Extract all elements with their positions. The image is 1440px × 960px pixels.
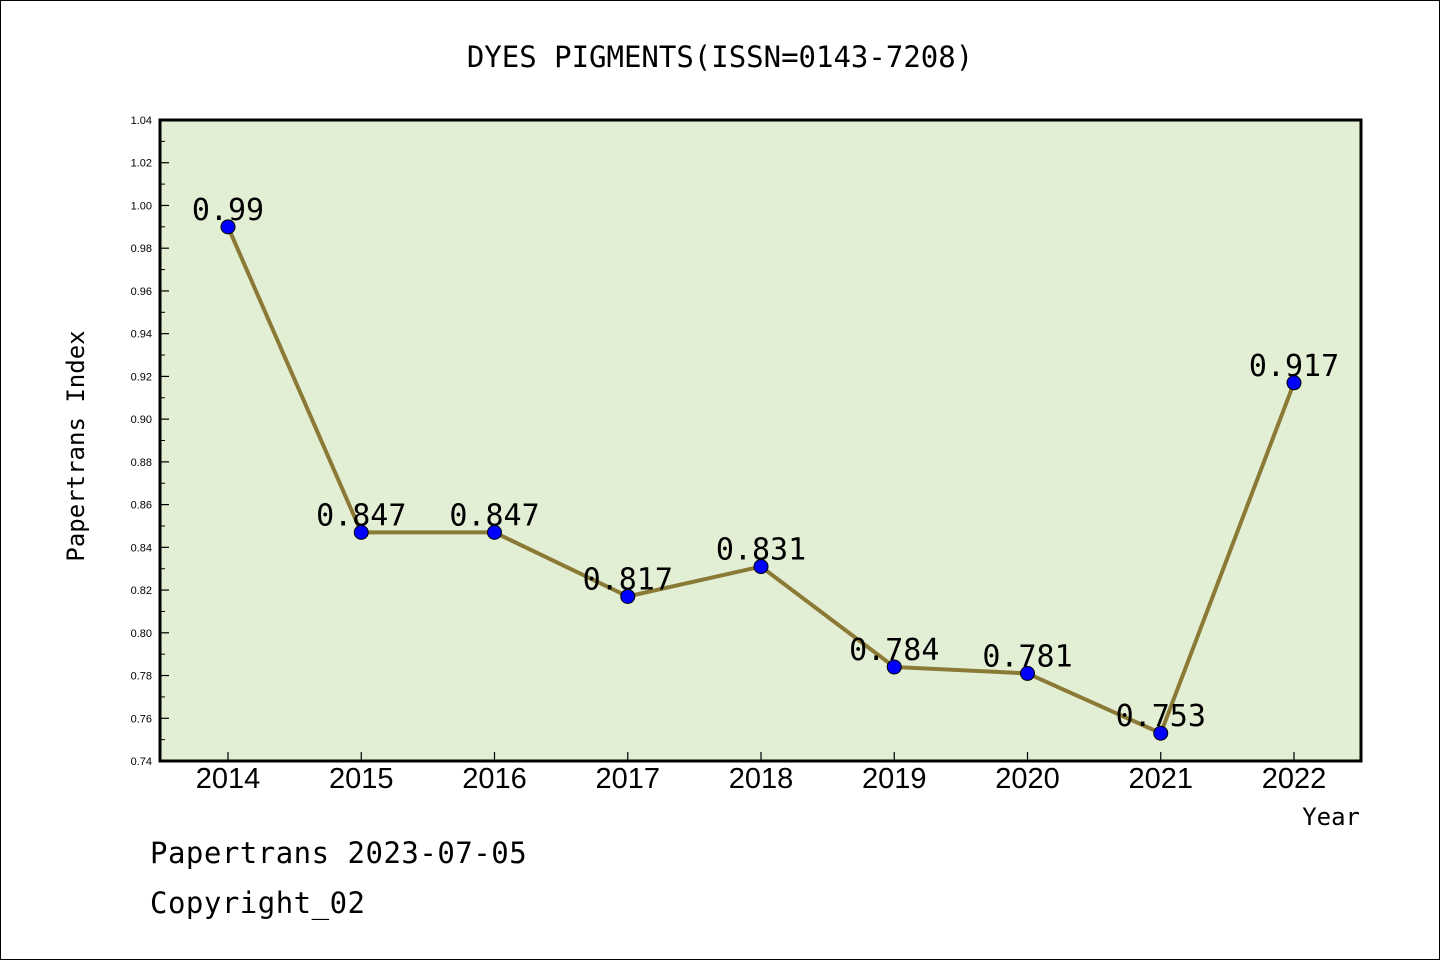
data-label: 0.781 xyxy=(982,639,1072,674)
y-tick-label: 0.94 xyxy=(131,329,152,341)
footer-copyright: Copyright_02 xyxy=(150,886,366,920)
y-tick-label: 0.76 xyxy=(131,713,152,725)
y-tick-label: 1.00 xyxy=(131,200,152,212)
data-point xyxy=(220,219,236,235)
data-point xyxy=(1153,725,1169,741)
chart-title: DYES PIGMENTS(ISSN=0143-7208) xyxy=(467,40,973,74)
data-point xyxy=(1286,375,1302,391)
data-label: 0.847 xyxy=(449,498,539,533)
y-tick-label: 0.80 xyxy=(131,628,152,640)
y-tick-label: 0.88 xyxy=(131,457,152,469)
y-tick-label: 0.98 xyxy=(131,243,152,255)
y-tick-label: 1.04 xyxy=(131,115,152,127)
data-point xyxy=(886,659,902,675)
y-tick-label: 0.92 xyxy=(131,371,152,383)
x-tick-label: 2020 xyxy=(995,763,1060,795)
y-tick-label: 0.90 xyxy=(131,414,152,426)
x-axis-title: Year xyxy=(1302,803,1360,831)
x-tick-label: 2016 xyxy=(462,763,527,795)
y-tick-label: 0.74 xyxy=(131,756,152,768)
data-label: 0.99 xyxy=(192,193,264,228)
y-tick-label: 1.02 xyxy=(131,158,152,170)
y-tick-label: 0.86 xyxy=(131,500,152,512)
marker-group xyxy=(220,219,1302,741)
data-point xyxy=(1020,665,1035,681)
data-point xyxy=(620,588,636,604)
x-tick-label: 2017 xyxy=(595,763,660,795)
y-tick-label: 0.82 xyxy=(131,585,152,597)
x-axis: 2014 2015 2016 2017 2018 2019 2020 2021 2022 xyxy=(196,752,1327,795)
y-tick-label: 0.96 xyxy=(131,286,152,298)
data-point xyxy=(753,559,769,575)
data-point xyxy=(487,524,502,540)
y-tick-label: 0.78 xyxy=(131,671,152,683)
data-label-group: 0.99 0.847 0.847 0.817 0.831 0.784 0.781 0.753 0… xyxy=(192,193,1339,734)
data-point xyxy=(353,524,369,540)
data-label: 0.784 xyxy=(849,633,939,668)
x-tick-label: 2014 xyxy=(196,763,261,795)
y-axis-title: Papertrans Index xyxy=(62,330,90,561)
y-axis: 0.74 0.76 0.78 0.80 0.82 0.84 0.86 0.88 0.90 0.92… xyxy=(131,115,169,768)
x-tick-label: 2015 xyxy=(329,763,394,795)
data-label: 0.847 xyxy=(316,498,406,533)
data-label: 0.831 xyxy=(716,533,806,568)
y-tick-label: 0.84 xyxy=(131,542,152,554)
footer-date: Papertrans 2023-07-05 xyxy=(150,836,528,870)
x-tick-label: 2021 xyxy=(1128,763,1193,795)
x-tick-label: 2018 xyxy=(729,763,794,795)
x-tick-label: 2022 xyxy=(1262,763,1327,795)
data-label: 0.817 xyxy=(583,562,673,597)
data-label: 0.917 xyxy=(1249,349,1339,384)
plot-area xyxy=(158,118,1363,763)
data-label: 0.753 xyxy=(1116,699,1206,734)
x-tick-label: 2019 xyxy=(862,763,927,795)
